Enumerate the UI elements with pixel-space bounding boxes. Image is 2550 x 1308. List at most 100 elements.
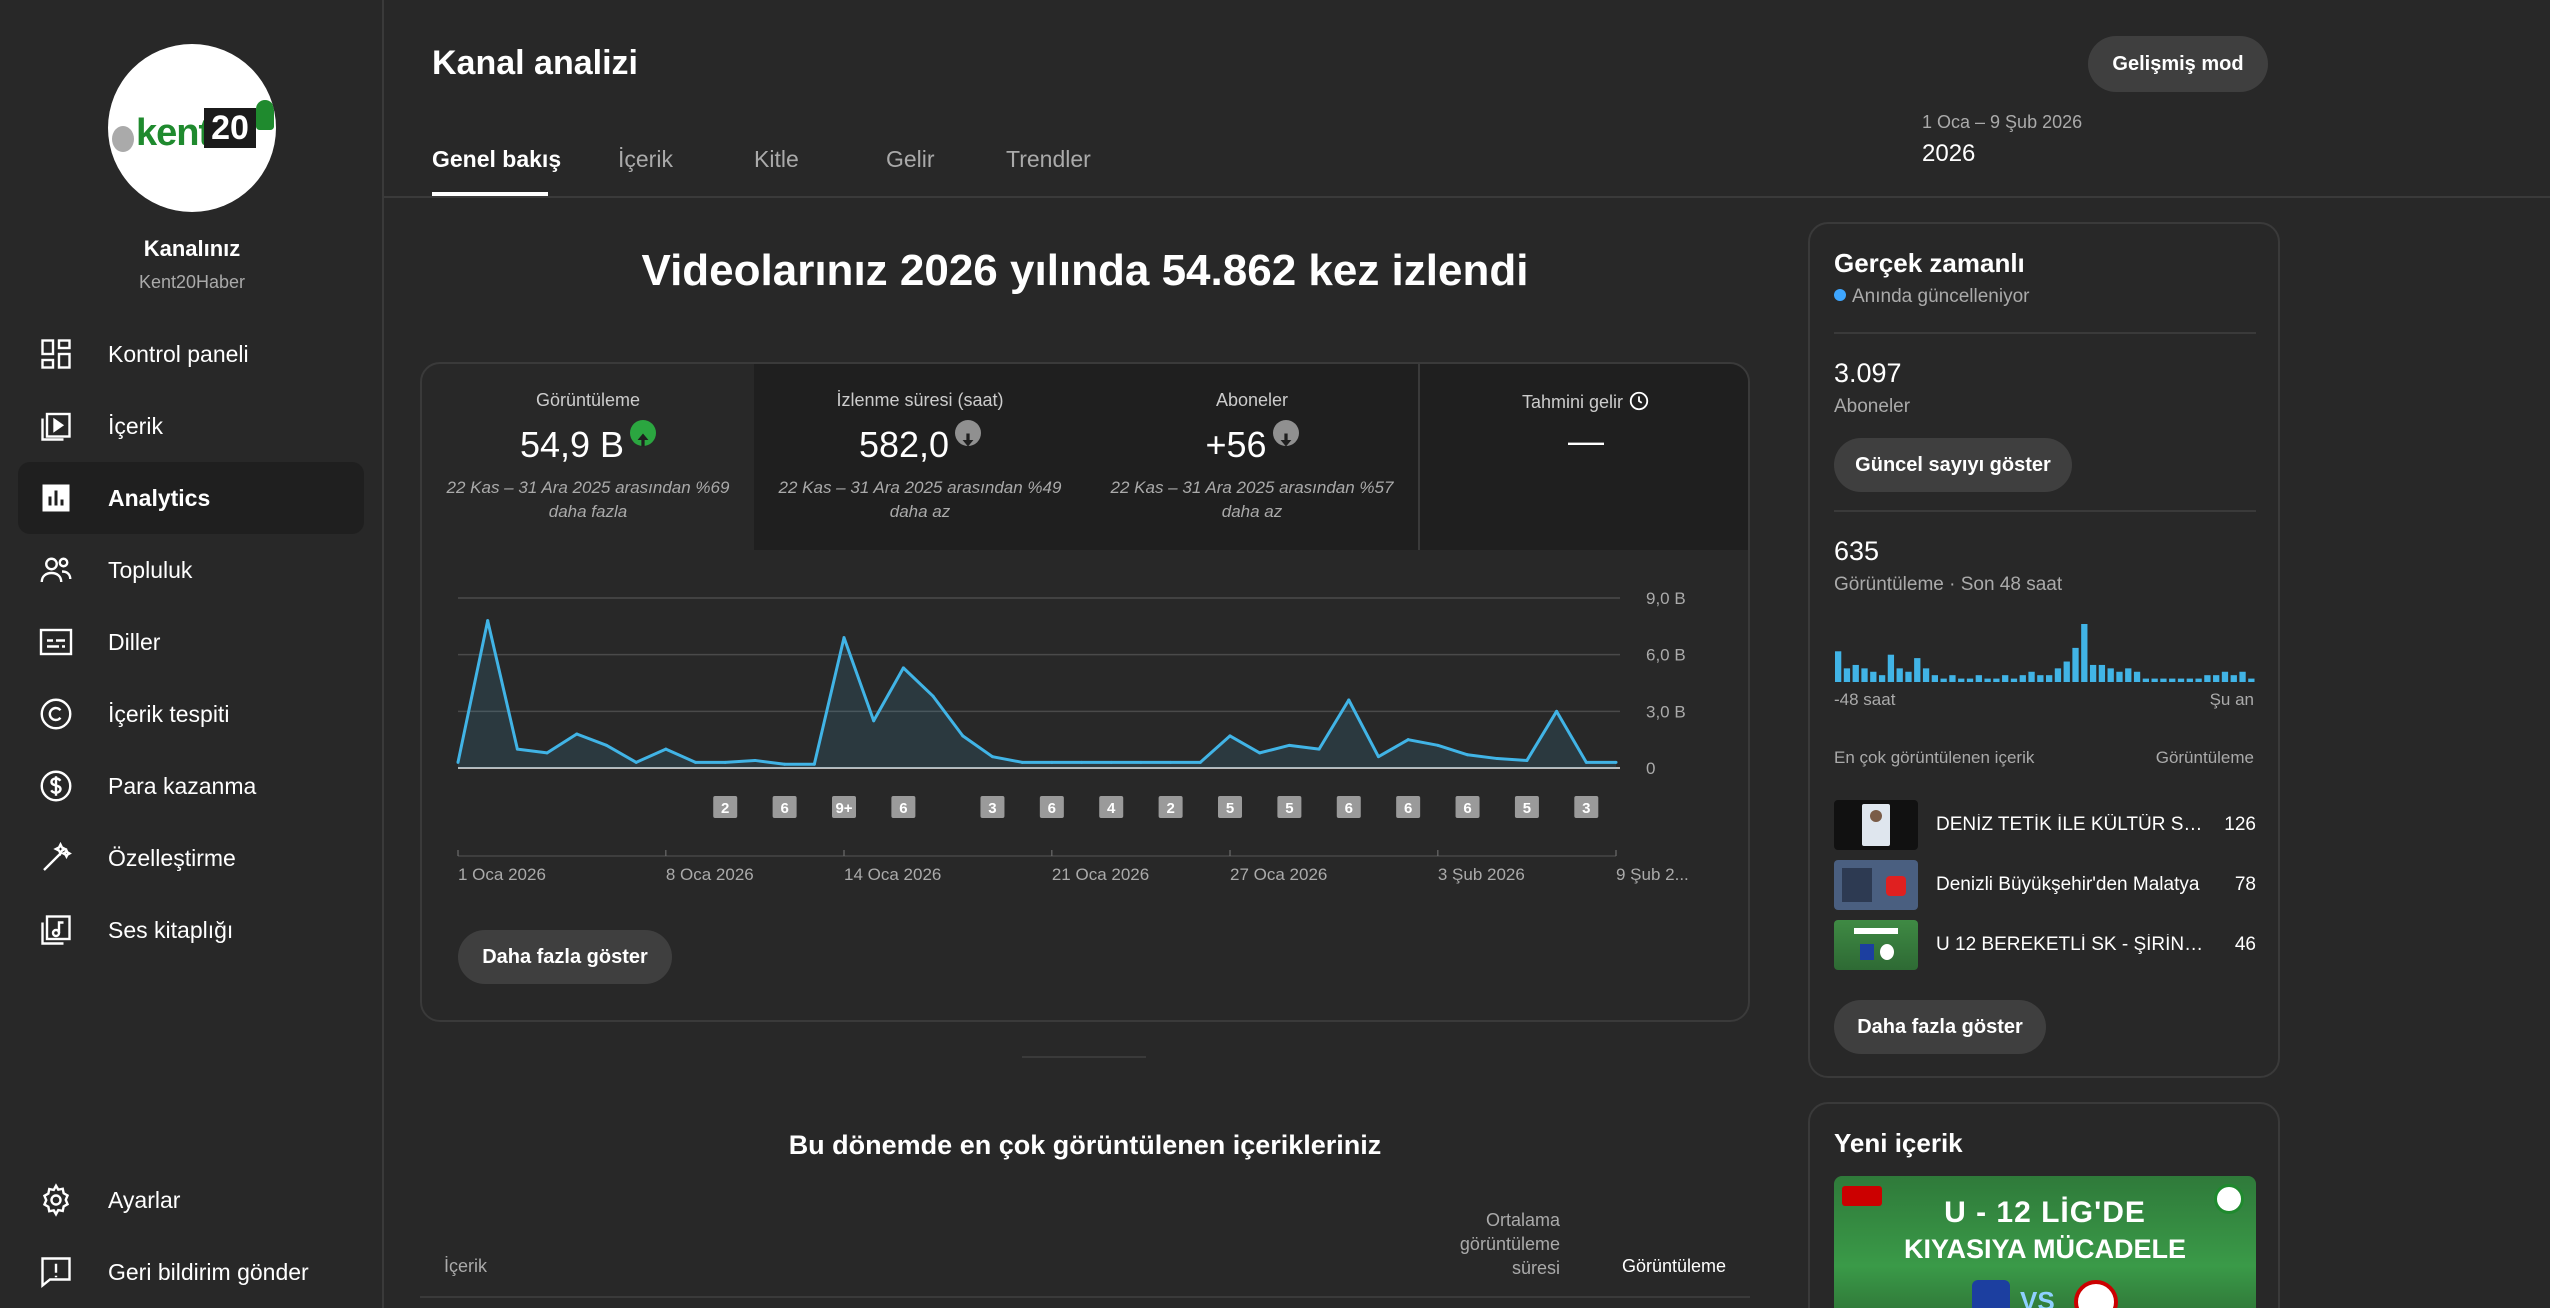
sidebar-item-customization[interactable]: Özelleştirme: [18, 822, 364, 894]
realtime-bar: [1896, 668, 1903, 682]
realtime-axis-start: -48 saat: [1834, 690, 1896, 709]
upload-marker-box: [1218, 796, 1242, 818]
video-thumbnail: [1834, 920, 1918, 970]
sidebar-item-settings[interactable]: Ayarlar: [18, 1164, 364, 1236]
channel-avatar[interactable]: kent 20: [108, 44, 276, 212]
x-tick-label: 3 Şub 2026: [1438, 865, 1525, 884]
data-point: [1228, 734, 1232, 738]
data-point: [1169, 760, 1173, 764]
realtime-bar-chart[interactable]: [1834, 620, 2256, 682]
views-line-chart[interactable]: 2 6 9+ 6 3 6 4 2 5 5 6 6 6 5 3 0 3,0 B 6,0 B 9,0 B 1 Oca …: [422, 550, 1748, 910]
realtime-bar: [2125, 668, 2132, 682]
tab-audience[interactable]: Kitle: [754, 146, 799, 172]
upload-marker-label: 5: [1285, 800, 1293, 817]
sidebar-item-label: İçerik: [108, 412, 163, 439]
overview-card: Görüntüleme 54,9 B 22 Kas – 31 Ara 2025 …: [420, 362, 1750, 1022]
sidebar-item-dashboard[interactable]: Kontrol paneli: [18, 318, 364, 390]
sidebar-item-analytics[interactable]: Analytics: [18, 462, 364, 534]
logo-text: kent: [136, 112, 211, 154]
data-point: [961, 734, 965, 738]
top-content-title: Bu dönemde en çok görüntülenen içerikler…: [788, 1130, 1382, 1160]
show-more-button[interactable]: Daha fazla göster: [458, 930, 672, 984]
metric-watch-time[interactable]: İzlenme süresi (saat) 582,0 22 Kas – 31 …: [754, 364, 1086, 550]
x-tick-label: 21 Oca 2026: [1052, 865, 1149, 884]
column-header-avg-duration[interactable]: Ortalama görüntüleme süresi: [1459, 1210, 1560, 1278]
metric-comparison: 22 Kas – 31 Ara 2025 arasından %69 daha …: [446, 478, 730, 521]
realtime-bar: [1852, 664, 1859, 682]
sidebar-item-label: Topluluk: [108, 556, 193, 583]
top-content-row[interactable]: DENİZ TETİK İLE KÜLTÜR SANAT 126: [1834, 800, 2256, 852]
data-point: [1287, 743, 1291, 747]
advanced-mode-button[interactable]: Gelişmiş mod: [2088, 36, 2268, 92]
channel-handle: Kent20Haber: [138, 272, 246, 292]
sidebar-item-languages[interactable]: Diller: [18, 606, 364, 678]
realtime-bar: [2010, 678, 2018, 682]
realtime-subscribers-value: 3.097: [1834, 358, 1902, 388]
community-icon: [40, 557, 72, 583]
data-point: [694, 760, 698, 764]
upload-marker-box: [1455, 796, 1480, 818]
show-live-count-button[interactable]: Güncel sayıyı göster: [1834, 438, 2072, 492]
realtime-axis-end: Şu an: [2209, 690, 2254, 709]
top-content-views: 46: [2234, 934, 2256, 955]
sidebar-item-content-id[interactable]: İçerik tespiti: [18, 678, 364, 750]
sidebar-item-content[interactable]: İçerik: [18, 390, 364, 462]
top-content-title-text: Denizli Büyükşehir'den Malatya: [1936, 874, 2200, 895]
realtime-bar: [2195, 678, 2202, 682]
realtime-bar: [2160, 678, 2167, 682]
realtime-bar: [2239, 671, 2246, 682]
magic-wand-icon: [43, 841, 72, 871]
sidebar-item-monetization[interactable]: Para kazanma: [18, 750, 364, 822]
data-point: [1050, 760, 1054, 764]
realtime-bar: [2230, 675, 2237, 682]
tab-overview[interactable]: Genel bakış: [432, 146, 562, 172]
data-point: [1139, 760, 1143, 764]
top-content-views: 126: [2224, 814, 2256, 835]
data-point: [456, 760, 460, 764]
data-point: [1614, 760, 1618, 764]
upload-marker-label: 9+: [835, 800, 852, 817]
thumbnail-line1: U - 12 LİG'DE: [1944, 1196, 2146, 1229]
realtime-bar: [1843, 668, 1851, 682]
realtime-bar: [1870, 671, 1877, 682]
data-point: [486, 619, 490, 623]
metric-subscribers[interactable]: Aboneler +56 22 Kas – 31 Ara 2025 arasın…: [1086, 364, 1418, 550]
top-content-row[interactable]: U 12 BEREKETLİ SK - ŞİRİNKÖY 46: [1834, 920, 2256, 972]
realtime-bar: [1993, 678, 2000, 682]
new-content-thumbnail[interactable]: U - 12 LİG'DE KIYASIYA MÜCADELE VS: [1834, 1176, 2256, 1308]
metric-value: +56: [1205, 424, 1267, 465]
data-point: [783, 762, 787, 766]
realtime-bar: [2151, 678, 2158, 682]
metric-value-wrap: 54,9 B: [422, 420, 754, 466]
data-point: [990, 755, 994, 759]
data-point: [901, 666, 905, 670]
realtime-bar: [2169, 678, 2176, 682]
tab-content[interactable]: İçerik: [618, 146, 673, 172]
column-header-views[interactable]: Görüntüleme: [1621, 1256, 1726, 1276]
metric-views[interactable]: Görüntüleme 54,9 B 22 Kas – 31 Ara 2025 …: [422, 364, 754, 550]
metric-label: Aboneler: [1215, 390, 1289, 410]
clock-icon: [1629, 391, 1649, 411]
new-content-title: Yeni içerik: [1834, 1128, 1963, 1158]
tab-revenue[interactable]: Gelir: [886, 146, 935, 172]
realtime-bar: [2248, 678, 2255, 682]
data-point: [545, 751, 549, 755]
content-icon: [41, 412, 71, 441]
tab-trends[interactable]: Trendler: [1006, 146, 1091, 172]
sidebar-item-audio-library[interactable]: Ses kitaplığı: [18, 894, 364, 966]
data-point: [1495, 757, 1499, 761]
metric-value: 54,9 B: [519, 424, 625, 465]
realtime-bar: [1887, 654, 1895, 682]
date-selector-value[interactable]: 2026: [1922, 140, 1976, 167]
realtime-show-more-button[interactable]: Daha fazla göster: [1834, 1000, 2046, 1054]
sidebar-item-community[interactable]: Topluluk: [18, 534, 364, 606]
realtime-subtitle-text: Anında güncelleniyor: [1852, 286, 2030, 307]
date-range[interactable]: 1 Oca – 9 Şub 2026: [1922, 112, 2083, 132]
sidebar-item-feedback[interactable]: Geri bildirim gönder: [18, 1236, 364, 1308]
upload-marker-box: [1039, 796, 1064, 818]
data-point: [1109, 760, 1113, 764]
metric-revenue[interactable]: Tahmini gelir —: [1418, 364, 1748, 550]
top-content-title-text: U 12 BEREKETLİ SK - ŞİRİNKÖY: [1936, 934, 2206, 955]
sidebar-item-label: Geri bildirim gönder: [108, 1258, 309, 1285]
top-content-row[interactable]: Denizli Büyükşehir'den Malatya 78: [1834, 860, 2256, 912]
